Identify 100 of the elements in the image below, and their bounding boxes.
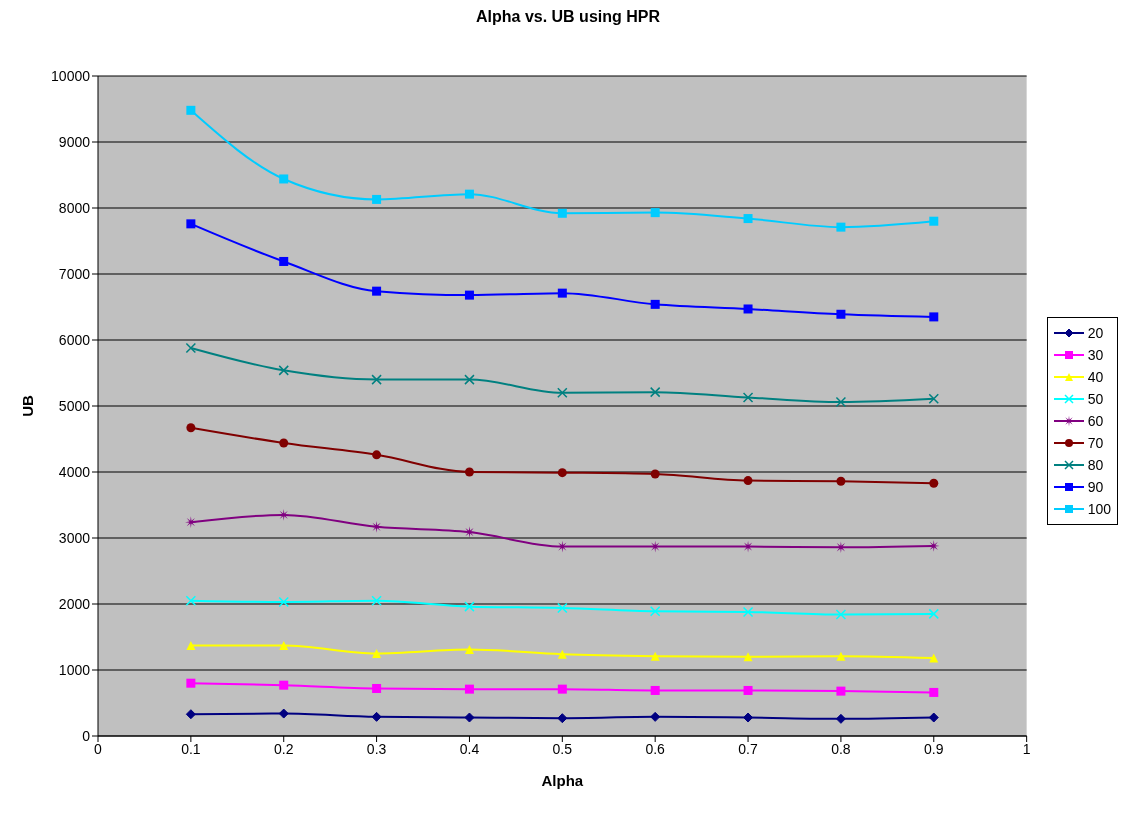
legend-label: 80 (1087, 457, 1104, 473)
point (464, 374, 475, 385)
y-tick-label: 2000 (58, 595, 91, 612)
point (742, 392, 754, 403)
y-tick-label: 9000 (58, 133, 91, 150)
point (836, 476, 846, 486)
point (372, 286, 382, 296)
point (743, 476, 753, 486)
point (836, 651, 846, 661)
x-tick-label: 0.8 (831, 740, 851, 757)
legend-label: 70 (1087, 435, 1104, 451)
point (557, 468, 567, 478)
legend-label: 40 (1087, 369, 1104, 385)
point (278, 365, 289, 376)
point (185, 342, 197, 354)
point (279, 680, 289, 690)
point (371, 711, 382, 722)
legend-label: 100 (1087, 501, 1111, 517)
x-tick-label: 0.1 (181, 740, 201, 757)
x-tick-label: 0.4 (459, 740, 480, 757)
point (650, 299, 660, 309)
y-tick-label: 3000 (58, 529, 91, 546)
point (186, 219, 196, 229)
x-axis-title: Alpha (541, 772, 584, 789)
chart-title: Alpha vs. UB using HPR (475, 8, 661, 26)
point (372, 649, 382, 658)
x-tick-label: 1 (1022, 740, 1031, 757)
x-tick-label: 0.9 (924, 740, 944, 757)
point (557, 602, 568, 614)
point (835, 396, 847, 408)
point (928, 608, 940, 620)
x-tick-label: 0.5 (552, 740, 573, 757)
y-tick-label: 1000 (58, 661, 91, 678)
point (836, 222, 846, 232)
y-tick-label: 0 (82, 727, 91, 744)
point (186, 423, 196, 433)
legend-label: 30 (1087, 347, 1104, 363)
y-tick-label: 4000 (58, 463, 91, 480)
point (372, 194, 382, 204)
point (464, 467, 474, 477)
point (649, 606, 661, 617)
point (743, 685, 753, 695)
point (650, 685, 660, 695)
point (650, 651, 660, 661)
point (279, 256, 289, 266)
x-tick-label: 0.3 (366, 740, 387, 757)
point (464, 645, 474, 655)
point (464, 712, 475, 723)
point (185, 709, 196, 720)
point (464, 189, 474, 199)
point (650, 711, 661, 722)
point (557, 208, 567, 218)
point (650, 208, 660, 218)
x-tick-label: 0.7 (738, 740, 758, 757)
y-tick-label: 7000 (58, 265, 91, 282)
legend-label: 90 (1087, 479, 1104, 495)
y-tick-label: 8000 (58, 199, 91, 216)
point (836, 686, 846, 696)
point (928, 712, 939, 723)
point (279, 174, 289, 184)
legend-label: 60 (1087, 413, 1104, 429)
point (743, 214, 753, 224)
point (650, 469, 660, 479)
point (929, 478, 939, 488)
point (557, 649, 567, 659)
point (371, 374, 382, 385)
point (743, 304, 753, 314)
point (928, 393, 940, 404)
point (372, 683, 382, 693)
x-tick-label: 0.6 (645, 740, 666, 757)
point (743, 712, 754, 723)
point (929, 687, 939, 697)
point (649, 386, 661, 398)
point (186, 678, 196, 688)
point (371, 595, 382, 606)
point (743, 652, 753, 662)
point (557, 713, 568, 724)
point (557, 387, 568, 399)
point (557, 288, 567, 298)
point (464, 290, 474, 300)
point (835, 609, 847, 620)
point (929, 653, 939, 663)
point (186, 641, 196, 651)
point (742, 606, 754, 618)
point (278, 596, 289, 608)
y-tick-label: 10000 (51, 67, 91, 84)
legend-label: 20 (1087, 325, 1104, 341)
point (279, 438, 289, 448)
point (185, 595, 197, 606)
point (929, 312, 939, 322)
x-tick-label: 0.2 (273, 740, 294, 757)
point (464, 684, 474, 694)
point (464, 601, 475, 612)
y-tick-label: 5000 (58, 397, 91, 414)
point (186, 105, 196, 115)
point (836, 309, 846, 319)
point (372, 450, 382, 460)
y-axis-title: UB (19, 395, 37, 417)
point (278, 708, 289, 719)
point (835, 713, 846, 724)
